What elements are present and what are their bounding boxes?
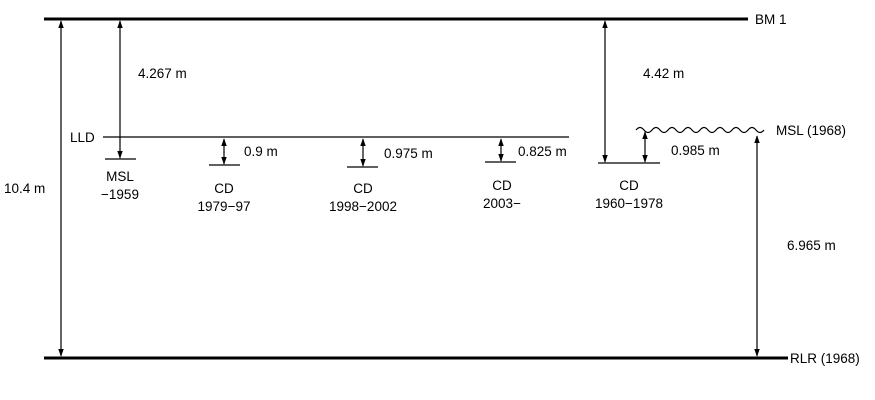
cd-1960-label-2: 1960−1978 xyxy=(595,196,663,211)
msl-1968-wave xyxy=(635,126,765,134)
cd-2003-measure: 0.825 m xyxy=(518,144,567,159)
bm-to-cd-1960-measure: 4.42 m xyxy=(643,66,684,81)
cd-1979-measure: 0.9 m xyxy=(244,144,278,159)
cd-1998-label-2: 1998−2002 xyxy=(329,199,397,214)
msl-1959-label-1: MSL xyxy=(106,169,134,184)
cd-2003-label-1: CD xyxy=(492,178,512,193)
cd-1979-label-2: 1979−97 xyxy=(198,199,251,214)
bm1-label: BM 1 xyxy=(755,12,787,27)
msl-1959-label-2: −1959 xyxy=(101,187,139,202)
rlr-label: RLR (1968) xyxy=(790,351,860,366)
cd-1960-label-1: CD xyxy=(619,178,639,193)
msl-to-rlr-measure: 6.965 m xyxy=(787,238,836,253)
cd-2003-label-2: 2003− xyxy=(483,196,521,211)
cd-1998-label-1: CD xyxy=(353,181,373,196)
msl-to-cd-1960-measure: 0.985 m xyxy=(671,143,720,158)
cd-1998-measure: 0.975 m xyxy=(384,146,433,161)
cd-1979-label-1: CD xyxy=(214,181,234,196)
bm-to-msl-1959-label: 4.267 m xyxy=(138,66,187,81)
lld-label: LLD xyxy=(70,130,95,145)
msl-1968-label: MSL (1968) xyxy=(776,123,846,138)
total-label: 10.4 m xyxy=(4,181,45,196)
